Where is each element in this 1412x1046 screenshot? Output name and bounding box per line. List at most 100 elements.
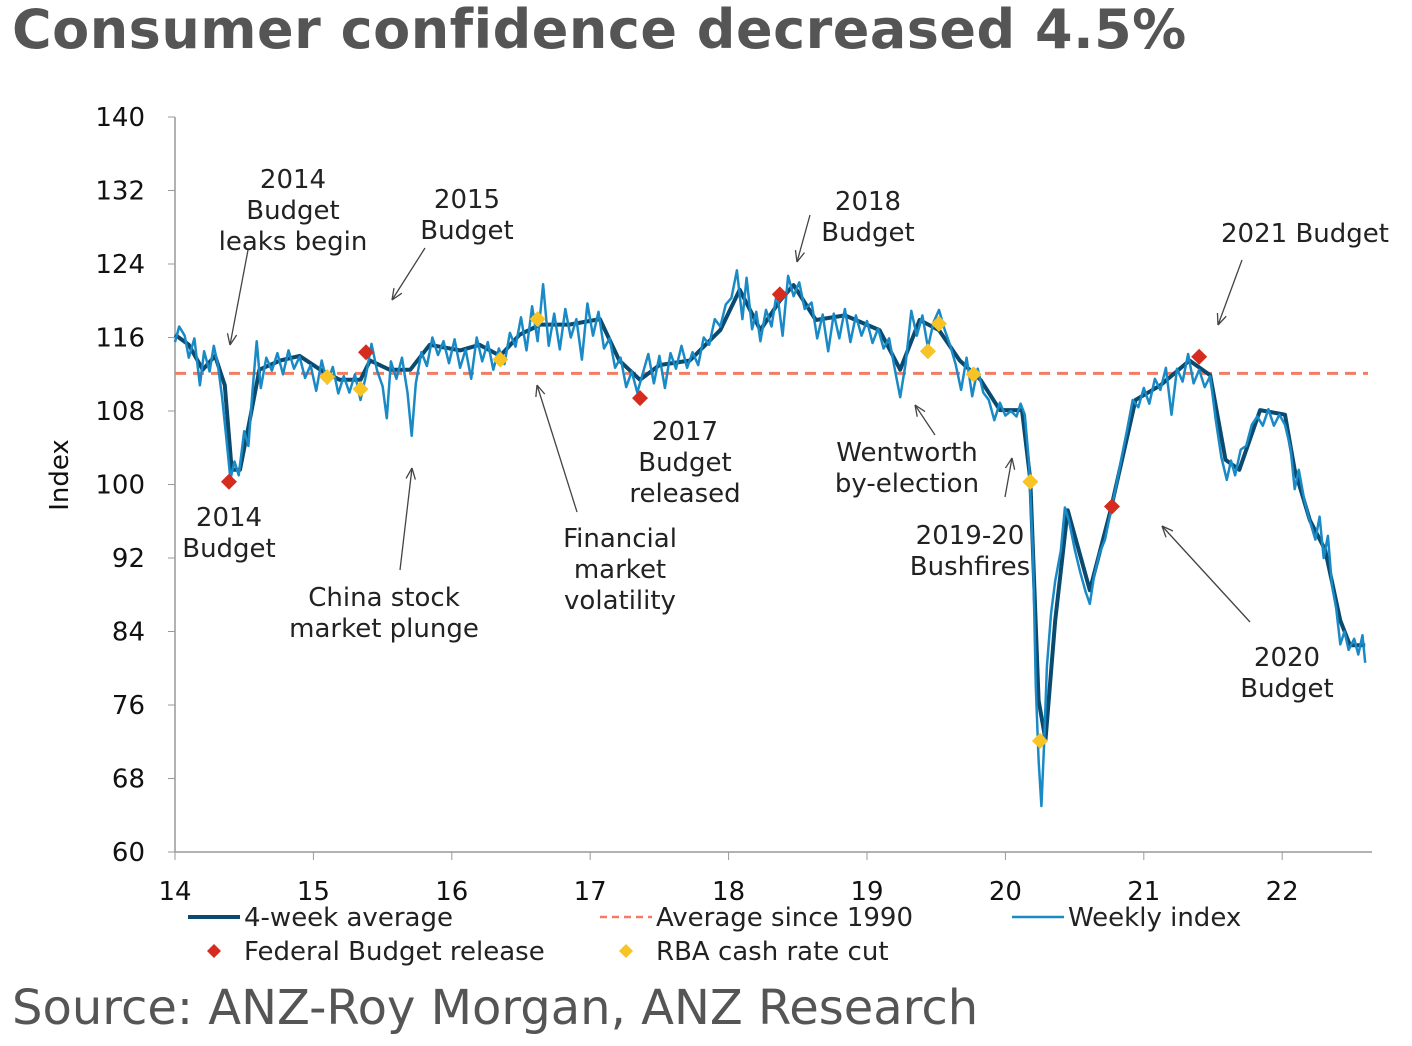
- arrowhead-icon: [796, 252, 805, 263]
- x-tick-label: 19: [850, 877, 883, 907]
- arrowhead-icon: [1217, 315, 1227, 326]
- annotation-arrow: [1004, 457, 1013, 498]
- rba-cut-marker: [965, 366, 982, 383]
- arrowhead-icon: [1004, 457, 1013, 469]
- arrowhead-icon: [794, 250, 798, 263]
- y-tick-label: 116: [95, 324, 145, 354]
- source-note: Source: ANZ-Roy Morgan, ANZ Research: [12, 980, 979, 1036]
- annotation-arrow: [914, 404, 936, 436]
- x-tick-label: 20: [989, 877, 1022, 907]
- rba-cut-marker: [930, 315, 947, 332]
- legend: 4-week average Average since 1990 Weekly i…: [188, 903, 1241, 967]
- annotation-text: market: [574, 555, 666, 585]
- arrowhead-icon: [411, 467, 416, 480]
- arrowhead-icon: [1011, 457, 1016, 470]
- arrowhead-icon: [405, 467, 413, 479]
- legend-label: Average since 1990: [656, 903, 913, 933]
- arrowhead-icon: [535, 384, 538, 398]
- annotation-text: Budget: [1240, 674, 1334, 704]
- arrowhead-icon: [536, 384, 546, 395]
- y-axis-label: Index: [45, 439, 75, 511]
- annotation-text: volatility: [564, 586, 676, 616]
- budget-marker: [1103, 498, 1120, 515]
- weekly-index-line: [173, 269, 1367, 808]
- annotation-arrow: [391, 247, 426, 301]
- x-tick-label: 21: [1127, 877, 1160, 907]
- y-tick-label: 100: [95, 471, 145, 501]
- annotation: 2021 Budget: [1216, 219, 1389, 326]
- annotation-text: Budget: [638, 448, 732, 478]
- annotation-text: 2018: [835, 187, 901, 217]
- rba-cut-marker: [1032, 732, 1048, 749]
- rba-cut-marker: [319, 369, 336, 386]
- annotation-text: Budget: [420, 216, 514, 246]
- y-tick-label: 132: [95, 177, 145, 207]
- annotation-arrow: [229, 249, 249, 346]
- annotation-text: Budget: [246, 196, 340, 226]
- y-tick-label: 140: [95, 103, 145, 133]
- x-tick-label: 22: [1266, 877, 1299, 907]
- x-tick-label: 16: [435, 877, 468, 907]
- annotation-text: released: [629, 479, 740, 509]
- rba-cut-marker: [352, 380, 369, 397]
- y-tick-label: 68: [112, 765, 145, 795]
- x-tick-label: 14: [158, 877, 191, 907]
- rba-cut-marker: [1022, 473, 1039, 490]
- arrowhead-icon: [391, 288, 395, 301]
- annotation-arrow: [1217, 259, 1243, 326]
- arrowhead-icon: [229, 334, 238, 346]
- annotation-text: market plunge: [289, 614, 479, 644]
- annotation-text: leaks begin: [219, 227, 368, 257]
- annotation-text: 2021 Budget: [1221, 219, 1389, 249]
- arrowhead-icon: [1216, 312, 1219, 326]
- rba-cut-marker: [492, 351, 509, 368]
- legend-label: 4-week average: [244, 903, 453, 933]
- annotation-arrow: [536, 384, 578, 513]
- x-tick-label: 15: [297, 877, 330, 907]
- annotation-text: Bushfires: [910, 552, 1030, 582]
- y-tick-label: 76: [112, 691, 145, 721]
- annotation-text: Budget: [182, 534, 276, 564]
- legend-label: RBA cash rate cut: [656, 937, 889, 967]
- annotation-text: 2017: [652, 417, 718, 447]
- annotation-text: 2020: [1254, 643, 1320, 673]
- y-tick-label: 108: [95, 397, 145, 427]
- annotation-arrow: [399, 467, 413, 571]
- budget-marker: [1191, 348, 1208, 365]
- budget-marker: [220, 473, 237, 490]
- annotation-text: China stock: [308, 583, 460, 613]
- budget-marker: [357, 344, 374, 361]
- rba-cut-marker: [919, 343, 936, 360]
- four-week-average-line: [173, 283, 1366, 742]
- arrowhead-icon: [391, 292, 403, 301]
- annotation-text: 2019-20: [916, 521, 1025, 551]
- annotation-arrow: [1161, 525, 1251, 623]
- arrowhead-icon: [1161, 525, 1167, 538]
- annotation-text: Wentworth: [836, 438, 977, 468]
- legend-label: Weekly index: [1068, 903, 1241, 933]
- annotation-text: Financial: [563, 524, 677, 554]
- chart-title: Consumer confidence decreased 4.5%: [12, 0, 1187, 61]
- arrowhead-icon: [226, 333, 231, 346]
- y-tick-label: 84: [112, 618, 145, 648]
- y-tick-label: 92: [112, 544, 145, 574]
- arrowhead-icon: [914, 404, 926, 413]
- annotation-text: by-election: [835, 469, 979, 499]
- legend-label: Federal Budget release: [244, 937, 545, 967]
- y-tick-label: 60: [112, 838, 145, 868]
- legend-swatch: [207, 944, 221, 958]
- rba-cut-marker: [529, 311, 546, 328]
- annotation-text: 2014: [260, 165, 326, 195]
- budget-marker: [771, 286, 788, 303]
